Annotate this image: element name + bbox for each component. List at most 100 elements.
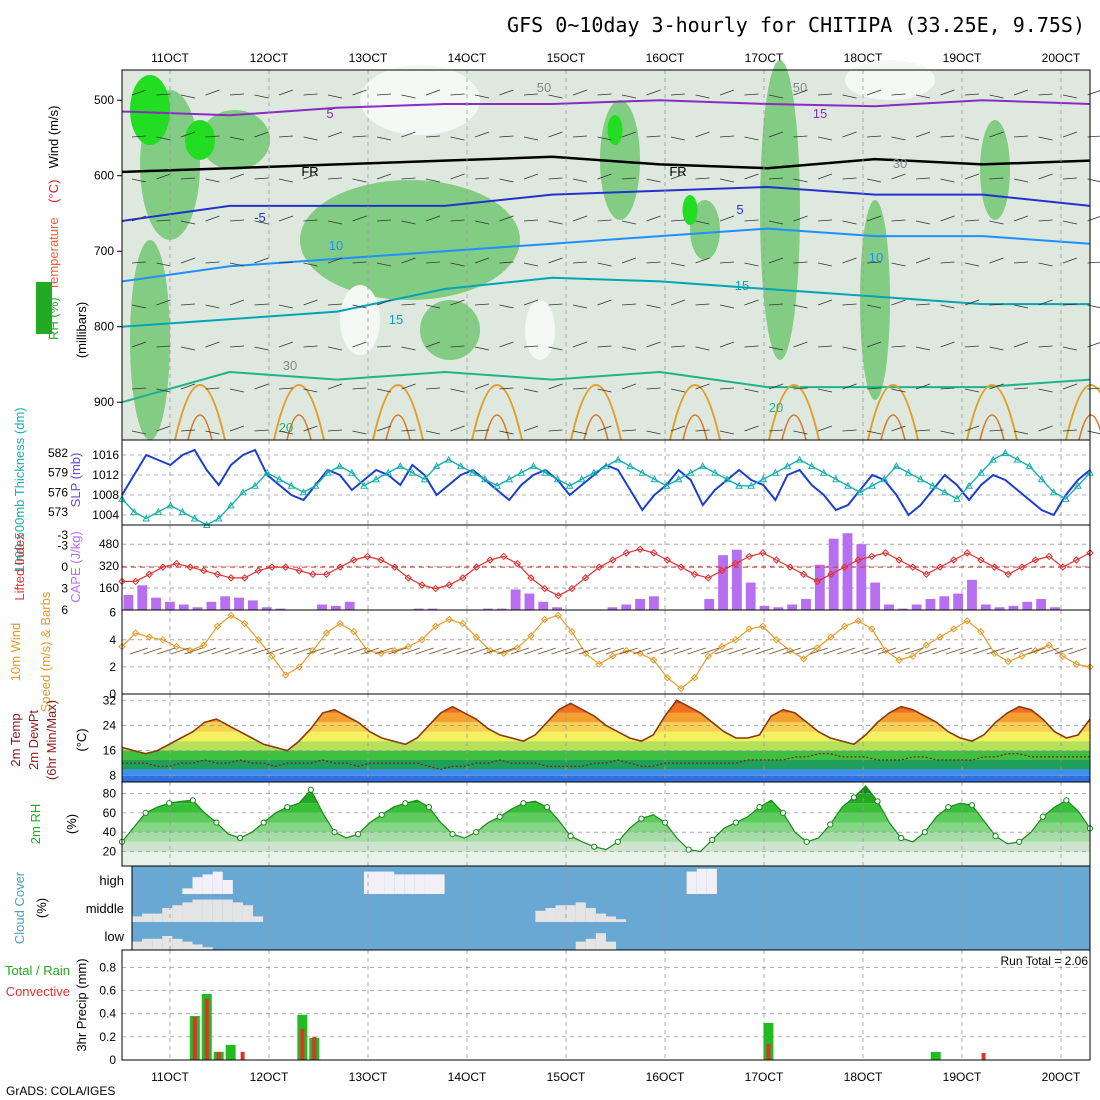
wind-barb <box>695 346 710 351</box>
isotherm-surface-arc <box>682 414 708 441</box>
thickness-marker <box>953 494 961 502</box>
wind-barb <box>352 261 367 264</box>
wind-barb <box>548 131 563 138</box>
wind-barb <box>278 430 294 435</box>
wind-barb <box>701 647 720 655</box>
contour-label: 15 <box>389 312 403 327</box>
wind-barb <box>837 647 856 655</box>
wind-barb <box>180 94 196 99</box>
wind-barb <box>333 647 353 655</box>
precip-convective-bar <box>192 1017 197 1060</box>
cape-bar <box>856 544 867 610</box>
wind-speed-marker <box>827 633 835 641</box>
cloud-sky <box>132 866 1090 950</box>
li-marker <box>309 570 317 578</box>
wind-speed-marker <box>404 642 413 651</box>
thickness-marker <box>130 507 138 515</box>
wind-barb <box>499 215 514 222</box>
wind-speed-marker <box>431 622 440 630</box>
wind-barb <box>744 299 759 306</box>
precip-convective-bar <box>981 1053 986 1060</box>
cloud-cell <box>182 888 193 894</box>
wind-barb <box>327 220 343 225</box>
wind-barb <box>768 131 784 138</box>
wind-barb <box>278 304 294 309</box>
rh-marker <box>850 794 858 801</box>
cape-bar <box>759 605 770 610</box>
wind-barb <box>1013 387 1029 390</box>
wind-barb <box>156 425 171 432</box>
wind-barb <box>842 346 857 351</box>
rh-marker <box>992 832 999 840</box>
li-marker <box>431 584 440 593</box>
wind-barb <box>621 131 637 138</box>
temp-band <box>122 700 1090 704</box>
wind-barb <box>1038 299 1053 306</box>
rh-region-high <box>130 75 170 145</box>
wind-barb <box>499 341 514 348</box>
rh-line <box>121 784 1091 853</box>
li-marker <box>322 570 331 578</box>
isotherm-line <box>121 155 1091 174</box>
wind-barb <box>744 425 759 432</box>
wind-barb <box>989 303 1004 306</box>
wind-barb <box>303 388 318 393</box>
wind-barb <box>842 383 857 390</box>
li-marker <box>690 570 699 578</box>
wind-barb <box>842 303 857 306</box>
cloud-cell <box>575 941 586 950</box>
wind-barb <box>621 220 637 225</box>
y-tick-label: 40 <box>103 825 117 839</box>
wind-barb <box>905 647 924 655</box>
wind-barb <box>817 93 833 96</box>
y-axis-label-pressure: (millibars) <box>74 302 89 358</box>
wind-barb <box>646 304 661 309</box>
wind-speed-marker <box>895 656 903 664</box>
rh-marker <box>378 811 385 818</box>
contour-label: 5 <box>736 202 743 217</box>
thickness-marker <box>1049 488 1058 496</box>
wind-barb <box>303 219 318 222</box>
wind-barb <box>278 261 294 264</box>
wind-barb <box>254 429 269 432</box>
wind-barb <box>548 94 563 99</box>
wind-speed-marker <box>363 646 372 655</box>
wind-barb <box>131 261 147 264</box>
wind-barb <box>450 262 465 267</box>
cape-bar <box>911 604 922 610</box>
li-tick-label: 0 <box>61 560 68 574</box>
wind-speed-marker <box>977 627 985 636</box>
wind-barb <box>670 93 686 96</box>
wind-barb <box>695 257 710 264</box>
panel-cape-li: -3-3 0 3 6 480 320 160 Lifted Index CAPE (J/kg) <box>12 524 1094 617</box>
rh-region-low <box>845 60 935 100</box>
li-marker <box>663 556 672 564</box>
wind-barb <box>306 647 325 655</box>
wind-speed-marker <box>213 622 222 630</box>
isotherm-surface-arc <box>471 384 523 441</box>
li-marker <box>240 574 249 582</box>
precip-convective-bar <box>240 1051 245 1060</box>
y-axis-unit: (%) <box>34 898 49 918</box>
wind-barb <box>401 94 416 99</box>
cloud-cell <box>545 908 556 922</box>
wind-barb <box>621 303 637 306</box>
cloud-cell <box>384 871 395 894</box>
wind-barb <box>817 219 833 222</box>
temp-band <box>122 750 1090 760</box>
date-tick-label: 15OCT <box>547 1070 586 1084</box>
cape-bar <box>897 608 908 610</box>
wind-barb <box>915 383 931 390</box>
li-marker <box>390 563 399 571</box>
wind-barb <box>425 387 441 390</box>
wind-barb <box>744 173 759 180</box>
cape-bar <box>483 608 493 610</box>
wind-barb <box>1062 177 1078 180</box>
wind-barb <box>229 219 245 222</box>
y-axis-label-precip: 3hr Precip (mm) <box>74 958 89 1051</box>
wind-barb <box>866 89 882 96</box>
wind-barb <box>670 136 686 141</box>
wind-speed-marker <box>854 617 862 625</box>
wind-barb <box>497 647 516 655</box>
